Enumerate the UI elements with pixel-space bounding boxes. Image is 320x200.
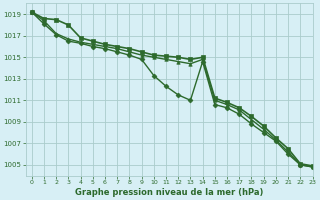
X-axis label: Graphe pression niveau de la mer (hPa): Graphe pression niveau de la mer (hPa) — [75, 188, 263, 197]
